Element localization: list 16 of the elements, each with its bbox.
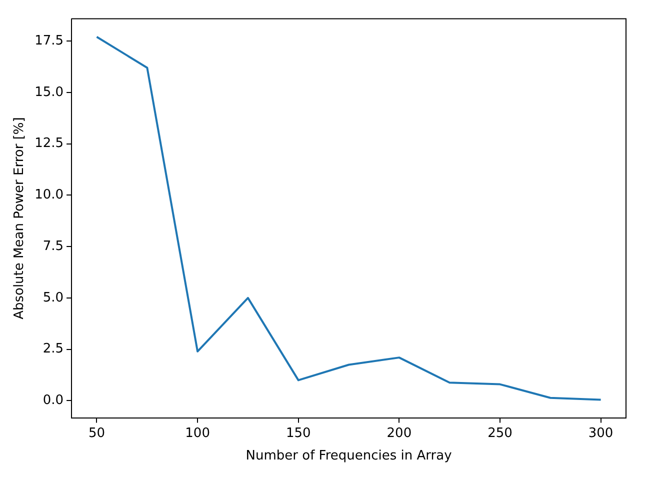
y-tick-label: 15.0 — [34, 84, 64, 100]
x-tick-label: 200 — [386, 426, 412, 441]
x-axis-title: Number of Frequencies in Array — [246, 448, 452, 464]
y-tick-label: 10.0 — [34, 188, 64, 203]
x-tick-label: 50 — [88, 426, 106, 441]
x-tick-label: 300 — [588, 426, 614, 441]
y-tick-label: 17.5 — [34, 33, 64, 48]
y-tick-label: 7.5 — [42, 238, 64, 254]
y-tick-label: 12.5 — [34, 136, 64, 152]
x-tick-label: 150 — [286, 426, 311, 441]
x-tick-label: 100 — [185, 426, 210, 441]
y-tick-label: 0.0 — [42, 393, 64, 408]
y-tick-label: 2.5 — [42, 342, 64, 357]
y-tick-label: 5.0 — [42, 290, 64, 306]
y-axis-title: Absolute Mean Power Error [%] — [12, 117, 28, 320]
x-tick-label: 250 — [488, 426, 512, 441]
